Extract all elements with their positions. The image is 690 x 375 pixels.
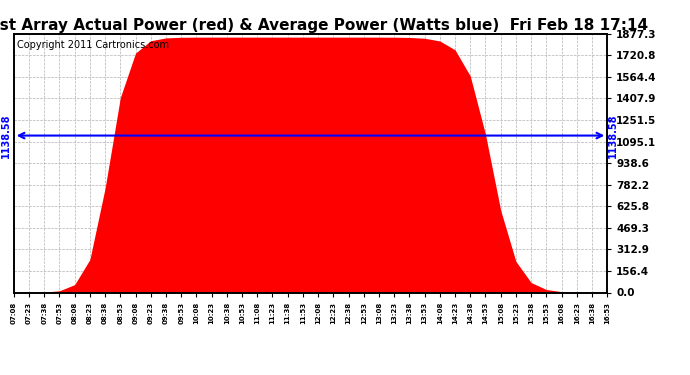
Text: 1138.58: 1138.58 [609, 113, 618, 158]
Title: West Array Actual Power (red) & Average Power (Watts blue)  Fri Feb 18 17:14: West Array Actual Power (red) & Average … [0, 18, 648, 33]
Text: 1138.58: 1138.58 [1, 113, 11, 158]
Text: Copyright 2011 Cartronics.com: Copyright 2011 Cartronics.com [17, 40, 169, 50]
